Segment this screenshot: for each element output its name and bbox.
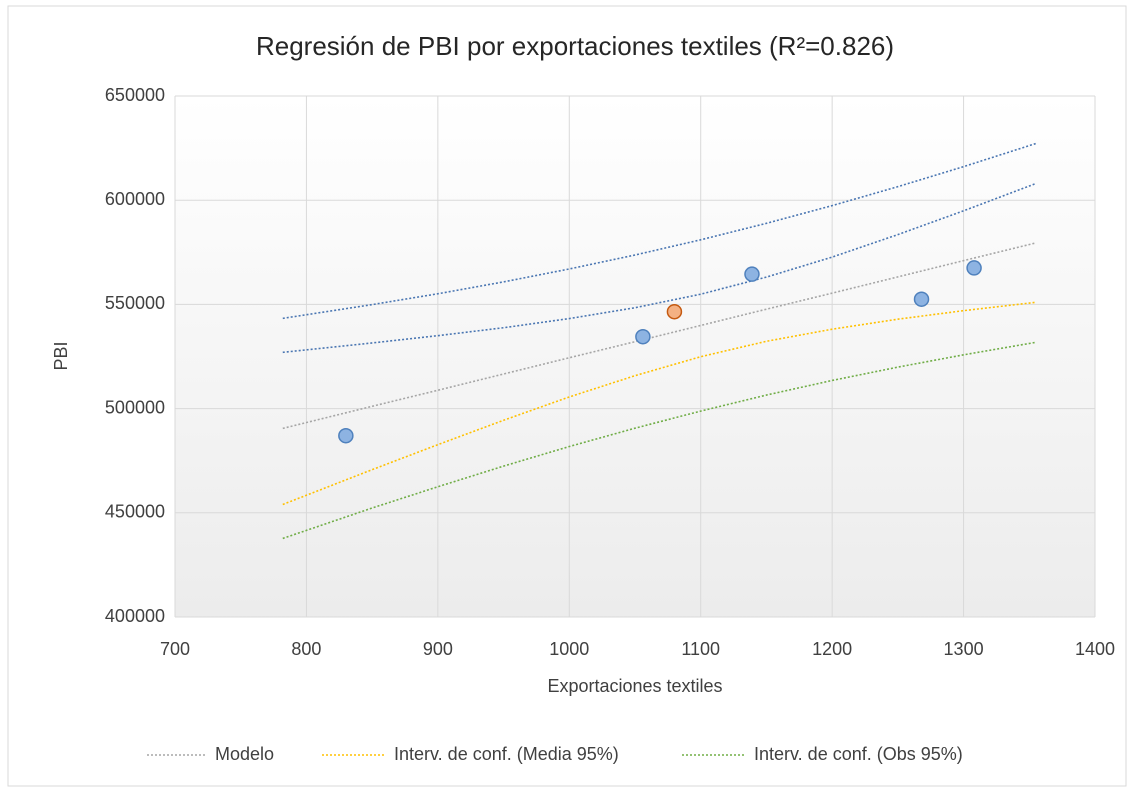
legend-label: Interv. de conf. (Media 95%) [394,744,619,764]
y-tick-label: 500000 [105,397,165,417]
x-tick-label: 1300 [944,639,984,659]
y-axis-label: PBI [51,341,71,370]
x-tick-label: 1000 [549,639,589,659]
x-axis-label: Exportaciones textiles [547,676,722,696]
fit-line [282,142,1037,320]
point [744,266,760,282]
legend-label: Interv. de conf. (Obs 95%) [754,744,963,764]
y-tick-label: 450000 [105,502,165,522]
x-tick-label: 700 [160,639,190,659]
x-tick-label: 1100 [681,639,720,659]
point [338,427,354,444]
x-tick-label: 1200 [812,639,852,659]
fit-line [282,301,1036,506]
x-tick-label: 1400 [1075,639,1115,659]
y-tick-label: 400000 [105,606,165,626]
y-tick-label: 550000 [105,293,165,313]
fit-line [282,182,1037,354]
point [666,303,683,320]
legend-label: Modelo [215,744,274,764]
plot-area [175,96,1095,617]
x-tick-label: 900 [423,639,453,659]
y-tick-label: 600000 [105,189,165,209]
y-tick-label: 650000 [105,85,165,105]
x-tick-label: 800 [291,639,321,659]
fit-line [282,242,1037,430]
chart-title: Regresión de PBI por exportaciones texti… [256,31,894,61]
point [913,291,930,307]
point [635,328,651,345]
point [966,260,982,276]
